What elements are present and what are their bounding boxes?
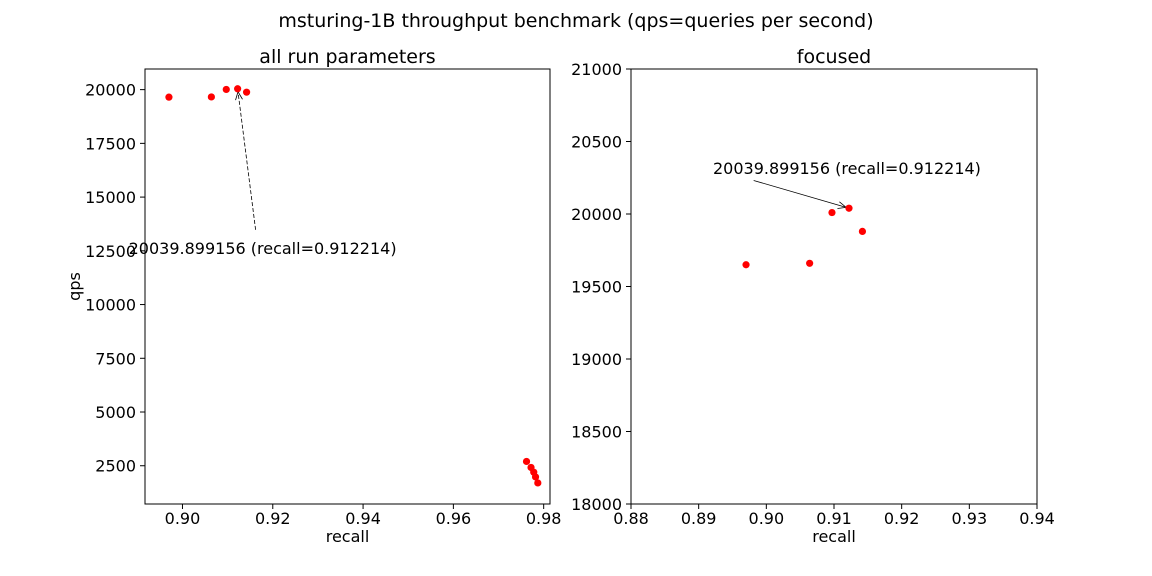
y-tick-label: 20000	[85, 81, 136, 100]
y-tick-label: 19000	[571, 350, 622, 369]
data-point	[806, 259, 814, 267]
y-tick-label: 2500	[95, 457, 136, 476]
y-tick-label: 18500	[571, 423, 622, 442]
chart-all-run-parameters: all run parameters 0.90 0.92 0.94 0.96 0.98 25…	[65, 46, 561, 546]
data-point	[165, 93, 173, 101]
y-tick-label: 18000	[571, 495, 622, 514]
x-tick-label: 0.91	[816, 509, 852, 528]
x-axis-label: recall	[326, 527, 370, 546]
x-tick-label: 0.92	[255, 509, 291, 528]
annotation-arrow	[237, 91, 257, 230]
x-axis-label: recall	[812, 527, 856, 546]
chart-title: all run parameters	[259, 46, 435, 68]
data-point	[207, 93, 215, 101]
data-point	[534, 479, 542, 487]
y-tick-label: 21000	[571, 60, 622, 79]
x-tick-label: 0.93	[952, 509, 988, 528]
x-tick-label: 0.89	[681, 509, 717, 528]
data-point	[222, 85, 230, 94]
y-tick-label: 15000	[85, 188, 136, 207]
chart-title: focused	[797, 46, 871, 68]
y-axis-label: qps	[65, 272, 84, 301]
x-tick-label: 0.90	[165, 509, 201, 528]
annotation-label: 20039.899156 (recall=0.912214)	[713, 159, 981, 178]
data-point	[531, 473, 540, 481]
figure-suptitle: msturing-1B throughput benchmark (qps=qu…	[278, 10, 873, 32]
y-tick-label: 5000	[95, 403, 136, 422]
plot-frame	[630, 68, 1038, 505]
y-tick-label: 17500	[85, 134, 136, 153]
data-point	[234, 85, 242, 93]
plot-frame	[144, 68, 551, 505]
x-tick-label: 0.94	[1019, 509, 1055, 528]
x-tick-label: 0.88	[613, 509, 649, 528]
annotation-arrow	[753, 180, 847, 208]
y-tick-label: 7500	[95, 349, 136, 368]
y-tick-label: 20000	[571, 205, 622, 224]
x-tick-label: 0.90	[749, 509, 785, 528]
y-tick-label: 12500	[85, 242, 136, 261]
data-point	[828, 208, 836, 217]
data-point	[858, 227, 867, 235]
chart-focused: focused 0.88 0.89 0.90 0.91 0.92 0.93 0.94 18000…	[571, 46, 1055, 546]
y-tick-label: 10000	[85, 296, 136, 315]
data-point	[522, 457, 531, 466]
y-tick-label: 19500	[571, 278, 622, 297]
y-tick-label: 20500	[571, 133, 622, 152]
x-tick-label: 0.94	[345, 509, 381, 528]
x-tick-label: 0.98	[526, 509, 562, 528]
data-point	[242, 88, 251, 96]
data-point	[742, 261, 750, 269]
x-tick-label: 0.92	[884, 509, 920, 528]
annotation-label: 20039.899156 (recall=0.912214)	[129, 239, 397, 258]
x-tick-label: 0.96	[436, 509, 472, 528]
data-point	[845, 204, 853, 212]
